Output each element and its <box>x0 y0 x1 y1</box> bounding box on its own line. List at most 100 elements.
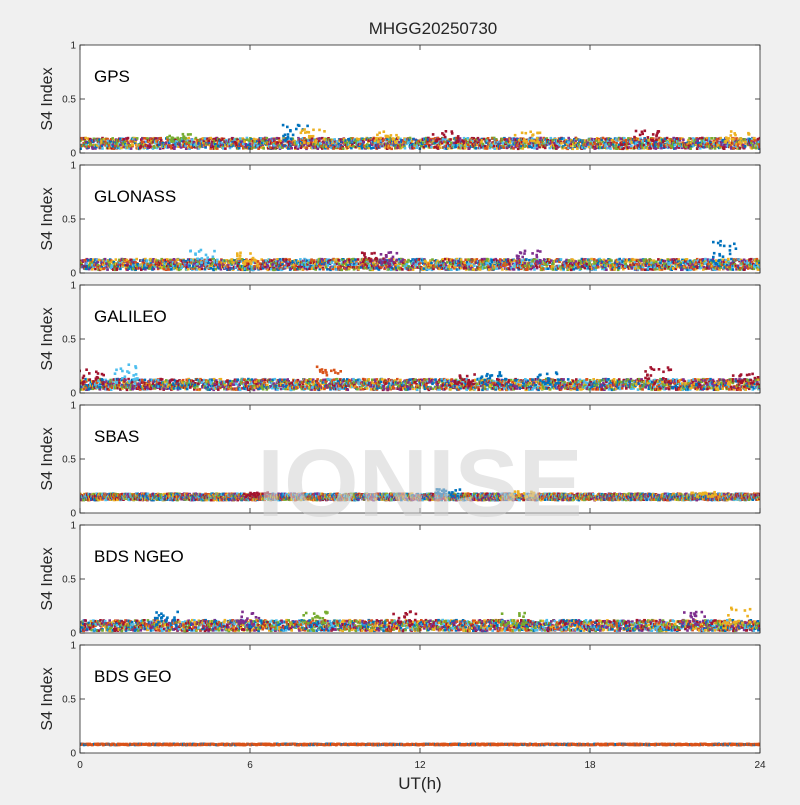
data-point <box>115 258 118 261</box>
data-point <box>135 258 138 261</box>
data-point <box>322 268 325 271</box>
data-point <box>714 147 717 150</box>
burst-point <box>524 140 527 143</box>
burst-point <box>449 138 452 141</box>
data-point <box>201 268 204 271</box>
burst-point <box>536 137 539 140</box>
burst-point <box>530 139 533 142</box>
y-axis-label: S4 Index <box>39 67 56 130</box>
data-point <box>544 147 547 150</box>
data-point <box>450 268 453 271</box>
burst-point <box>651 139 654 142</box>
burst-point <box>383 130 386 133</box>
data-point <box>173 258 176 261</box>
data-point <box>136 137 139 140</box>
data-point <box>488 268 491 271</box>
data-point <box>357 258 360 261</box>
data-point <box>100 268 103 271</box>
burst-point <box>323 130 326 133</box>
burst-point <box>314 140 317 143</box>
data-point <box>209 137 212 140</box>
burst-point <box>289 129 292 132</box>
data-point <box>341 264 344 267</box>
data-point <box>207 262 210 265</box>
burst-point <box>738 141 741 144</box>
data-point <box>312 259 315 262</box>
data-point <box>101 147 104 150</box>
data-point <box>743 138 746 141</box>
data-point <box>753 137 756 140</box>
data-point <box>674 144 677 147</box>
data-point <box>711 137 714 140</box>
data-point <box>491 261 494 264</box>
data-point <box>262 147 265 150</box>
data-point <box>501 268 504 271</box>
burst-point <box>397 136 400 139</box>
y-tick-label: 1 <box>70 41 76 52</box>
burst-point <box>282 124 285 127</box>
data-point <box>533 147 536 150</box>
data-point <box>191 138 194 141</box>
burst-point <box>379 137 382 140</box>
data-point <box>517 148 520 151</box>
data-point <box>177 258 180 261</box>
data-point <box>106 268 109 271</box>
data-point <box>369 145 372 148</box>
burst-point <box>446 142 449 145</box>
burst-point <box>318 129 321 132</box>
burst-point <box>740 137 743 140</box>
data-point <box>575 260 578 263</box>
chart-title: MHGG20250730 <box>369 19 498 38</box>
burst-point <box>307 142 310 145</box>
burst-point <box>730 130 733 133</box>
burst-point <box>514 134 517 137</box>
burst-point <box>518 139 521 142</box>
burst-point <box>187 133 190 136</box>
burst-point <box>303 128 306 131</box>
data-point <box>552 263 555 266</box>
data-point <box>425 145 428 148</box>
data-point <box>155 137 158 140</box>
burst-point <box>312 129 315 132</box>
burst-point <box>443 134 446 137</box>
data-point <box>131 144 134 147</box>
burst-point <box>292 134 295 137</box>
burst-point <box>655 135 658 138</box>
data-point <box>513 268 516 271</box>
data-point <box>536 147 539 150</box>
burst-point <box>310 135 313 138</box>
burst-point <box>732 138 735 141</box>
data-point <box>584 267 587 270</box>
burst-point <box>176 137 179 140</box>
data-point <box>94 268 97 271</box>
data-point <box>467 143 470 146</box>
data-point <box>334 266 337 269</box>
burst-point <box>378 132 381 135</box>
data-point <box>493 145 496 148</box>
data-point <box>396 259 399 262</box>
data-point <box>401 268 404 271</box>
data-point <box>488 139 491 142</box>
burst-point <box>445 130 448 133</box>
panel-background <box>80 165 760 273</box>
data-point <box>503 146 506 149</box>
data-point <box>463 262 466 265</box>
y-tick-label: 0 <box>70 149 76 160</box>
burst-point <box>290 138 293 141</box>
burst-point <box>377 141 380 144</box>
burst-point <box>639 134 642 137</box>
burst-point <box>537 132 540 135</box>
data-point <box>85 262 88 265</box>
burst-point <box>532 140 535 143</box>
data-point <box>317 147 320 150</box>
burst-point <box>655 138 658 141</box>
data-point <box>374 140 377 143</box>
data-point <box>460 258 463 261</box>
data-point <box>187 137 190 140</box>
burst-point <box>728 142 731 145</box>
burst-point <box>171 140 174 143</box>
burst-point <box>531 134 534 137</box>
